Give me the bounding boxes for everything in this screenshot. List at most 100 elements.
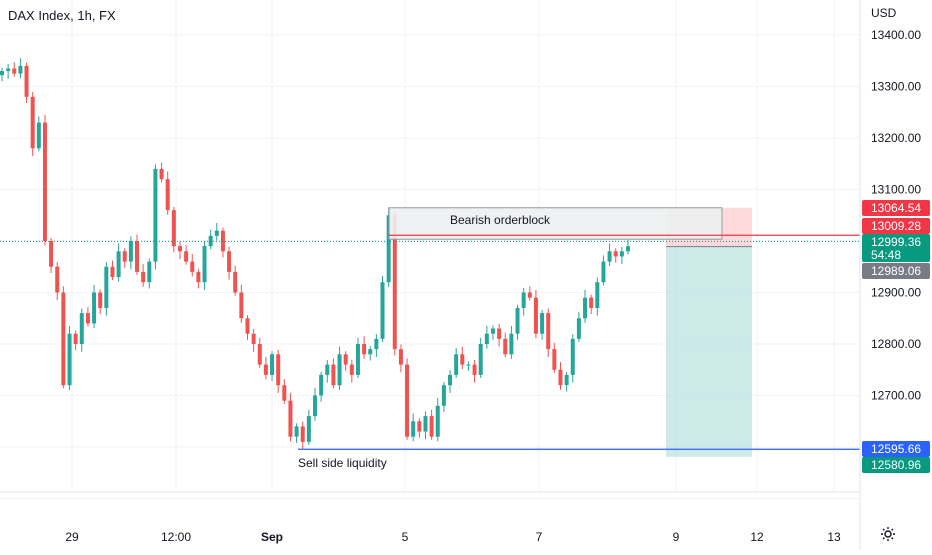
symbol-title[interactable]: DAX Index, 1h, FX	[8, 8, 116, 23]
candle[interactable]	[239, 284, 244, 323]
candle[interactable]	[190, 253, 195, 277]
candle[interactable]	[349, 359, 354, 383]
candle[interactable]	[460, 346, 465, 370]
candle[interactable]	[196, 268, 201, 289]
candle[interactable]	[282, 379, 287, 404]
candle[interactable]	[607, 243, 612, 267]
candle[interactable]	[515, 304, 520, 340]
candle[interactable]	[429, 409, 434, 440]
candle[interactable]	[497, 323, 502, 347]
candle[interactable]	[98, 289, 103, 315]
candle[interactable]	[79, 308, 84, 352]
candle[interactable]	[417, 418, 422, 438]
candle[interactable]	[619, 246, 624, 265]
candle[interactable]	[153, 164, 158, 270]
candle[interactable]	[343, 351, 348, 371]
candle[interactable]	[288, 392, 293, 442]
candle[interactable]	[24, 62, 29, 103]
candle[interactable]	[30, 92, 35, 157]
candle[interactable]	[448, 370, 453, 393]
candle[interactable]	[533, 289, 538, 339]
candle[interactable]	[454, 348, 459, 378]
candle[interactable]	[116, 243, 121, 282]
candle[interactable]	[245, 315, 250, 340]
candle[interactable]	[214, 222, 219, 241]
gear-icon[interactable]	[880, 526, 896, 547]
candle[interactable]	[362, 336, 367, 359]
candle[interactable]	[147, 258, 152, 289]
candle[interactable]	[613, 248, 618, 263]
candle[interactable]	[380, 276, 385, 342]
candle[interactable]	[337, 346, 342, 390]
candle[interactable]	[36, 116, 41, 152]
candle[interactable]	[472, 359, 477, 383]
candle[interactable]	[263, 356, 268, 380]
candle[interactable]	[478, 337, 483, 378]
candle[interactable]	[220, 227, 225, 258]
candle[interactable]	[42, 114, 47, 246]
candle[interactable]	[49, 237, 54, 273]
candle[interactable]	[355, 337, 360, 378]
candle[interactable]	[319, 371, 324, 402]
candle[interactable]	[306, 409, 311, 445]
candle[interactable]	[405, 358, 410, 440]
candle[interactable]	[171, 207, 176, 253]
candle[interactable]	[398, 344, 403, 373]
candle[interactable]	[61, 286, 66, 389]
candle[interactable]	[595, 277, 600, 316]
candles[interactable]	[0, 58, 630, 450]
candle[interactable]	[159, 162, 164, 183]
candle[interactable]	[135, 234, 140, 275]
candle[interactable]	[368, 346, 373, 361]
candle[interactable]	[177, 241, 182, 260]
candle[interactable]	[589, 294, 594, 315]
candle[interactable]	[110, 260, 115, 281]
candle[interactable]	[411, 413, 416, 442]
candle[interactable]	[165, 171, 170, 215]
candle[interactable]	[128, 236, 133, 270]
candle[interactable]	[257, 337, 262, 368]
candle[interactable]	[558, 362, 563, 390]
candle[interactable]	[202, 241, 207, 290]
candle[interactable]	[583, 289, 588, 323]
candle[interactable]	[184, 245, 189, 265]
candle[interactable]	[509, 325, 514, 359]
candle[interactable]	[18, 58, 23, 79]
candle[interactable]	[270, 351, 275, 382]
candle[interactable]	[546, 308, 551, 357]
candle[interactable]	[527, 286, 532, 301]
candle[interactable]	[441, 382, 446, 412]
candle[interactable]	[251, 329, 256, 352]
candle[interactable]	[564, 371, 569, 392]
candle[interactable]	[490, 325, 495, 340]
candle[interactable]	[313, 387, 317, 421]
candle[interactable]	[67, 325, 72, 390]
candle[interactable]	[6, 63, 11, 79]
candle[interactable]	[576, 312, 581, 342]
candle[interactable]	[92, 284, 97, 329]
candle[interactable]	[0, 67, 4, 82]
candle[interactable]	[104, 262, 109, 316]
candle[interactable]	[521, 287, 526, 316]
candle[interactable]	[626, 239, 630, 255]
currency-label[interactable]: USD	[871, 6, 897, 20]
candle[interactable]	[570, 334, 575, 383]
candle[interactable]	[331, 358, 336, 389]
candle[interactable]	[227, 246, 232, 280]
candle[interactable]	[435, 398, 440, 442]
candle[interactable]	[233, 265, 238, 296]
candle[interactable]	[276, 349, 281, 393]
candle[interactable]	[12, 62, 17, 77]
candle[interactable]	[503, 332, 508, 358]
candle[interactable]	[374, 334, 379, 357]
candle[interactable]	[73, 330, 78, 351]
candle[interactable]	[122, 248, 127, 268]
candle[interactable]	[55, 262, 60, 301]
candle[interactable]	[300, 421, 305, 450]
candle[interactable]	[484, 325, 489, 349]
candle[interactable]	[208, 229, 213, 250]
candle[interactable]	[552, 342, 557, 373]
candle[interactable]	[466, 361, 471, 371]
